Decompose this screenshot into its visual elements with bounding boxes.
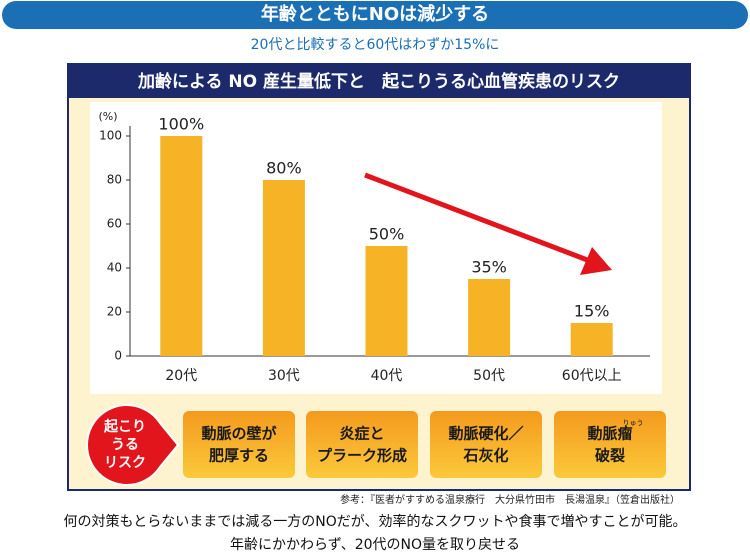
risk-ruby: りゅう <box>623 419 644 427</box>
y-unit: (%) <box>98 110 117 123</box>
y-tick-label: 0 <box>114 349 122 363</box>
risk-box <box>554 411 666 478</box>
x-tick-label: 20代 <box>165 368 197 384</box>
bar <box>365 246 408 356</box>
risk-text: 石灰化 <box>462 447 508 465</box>
value-label: 80% <box>266 159 302 178</box>
footer-line: 年齢にかかわらず、20代のNO量を取り戻せる <box>230 537 520 553</box>
x-tick-label: 30代 <box>268 368 300 384</box>
footer-line: 何の対策もとらないままでは減る一方のNOだが、効率的なスクワットや食事で増やすこ… <box>64 513 687 530</box>
chart-title-strip <box>69 65 689 98</box>
trend-arrow <box>364 172 612 275</box>
header-title: 年齢とともにNOは減少する <box>261 3 489 25</box>
risk-box <box>183 411 295 478</box>
bar <box>570 323 613 356</box>
bar <box>160 136 203 356</box>
risk-badge <box>86 403 180 487</box>
value-label: 100% <box>158 115 204 134</box>
reference: 参考：『医者がすすめる温泉療行 大分県竹田市 長湯温泉』（笠倉出版社） <box>340 493 680 506</box>
risk-box <box>430 411 542 478</box>
y-tick-label: 40 <box>107 261 122 275</box>
header-subtitle: 20代と比較すると60代はわずか15%に <box>251 37 500 53</box>
risk-text: 動脈の壁が <box>201 425 277 443</box>
risk-text: 破裂 <box>595 447 625 465</box>
y-tick-label: 60 <box>107 217 122 231</box>
risk-box <box>306 411 418 478</box>
risk-text: 炎症と <box>339 425 384 443</box>
y-tick-label: 20 <box>107 305 122 319</box>
value-label: 50% <box>369 225 405 244</box>
y-tick-label: 80 <box>107 173 122 187</box>
risk-text: 動脈瘤 <box>587 425 632 443</box>
chart-title: 加齢による NO 産生量低下と 起こりうる心血管疾患のリスク <box>137 71 620 92</box>
header-banner <box>2 1 748 29</box>
arrow-shaft <box>364 172 591 264</box>
x-tick-label: 50代 <box>473 368 505 384</box>
x-tick-label: 40代 <box>371 368 403 384</box>
bar <box>262 180 305 356</box>
risk-label-line: うる <box>111 437 139 453</box>
value-label: 15% <box>574 302 610 321</box>
x-tick-label: 60代以上 <box>562 368 622 384</box>
risk-label: 起こり うる リスク <box>86 403 180 487</box>
arrow-head <box>580 247 612 275</box>
value-label: 35% <box>471 258 507 277</box>
risk-text: プラーク形成 <box>317 447 407 465</box>
y-tick-label: 100 <box>99 129 122 143</box>
risk-text: 肥厚する <box>209 447 269 465</box>
chart: 0 20 40 60 80 100 20代 100% 30代 80% 40代 50% 50代 35% 60代… <box>99 115 622 385</box>
risk-label-line: リスク <box>104 455 146 471</box>
risk-text: 動脈硬化／ <box>448 425 523 443</box>
bar <box>468 279 511 356</box>
risk-label-line: 起こり <box>103 418 146 435</box>
